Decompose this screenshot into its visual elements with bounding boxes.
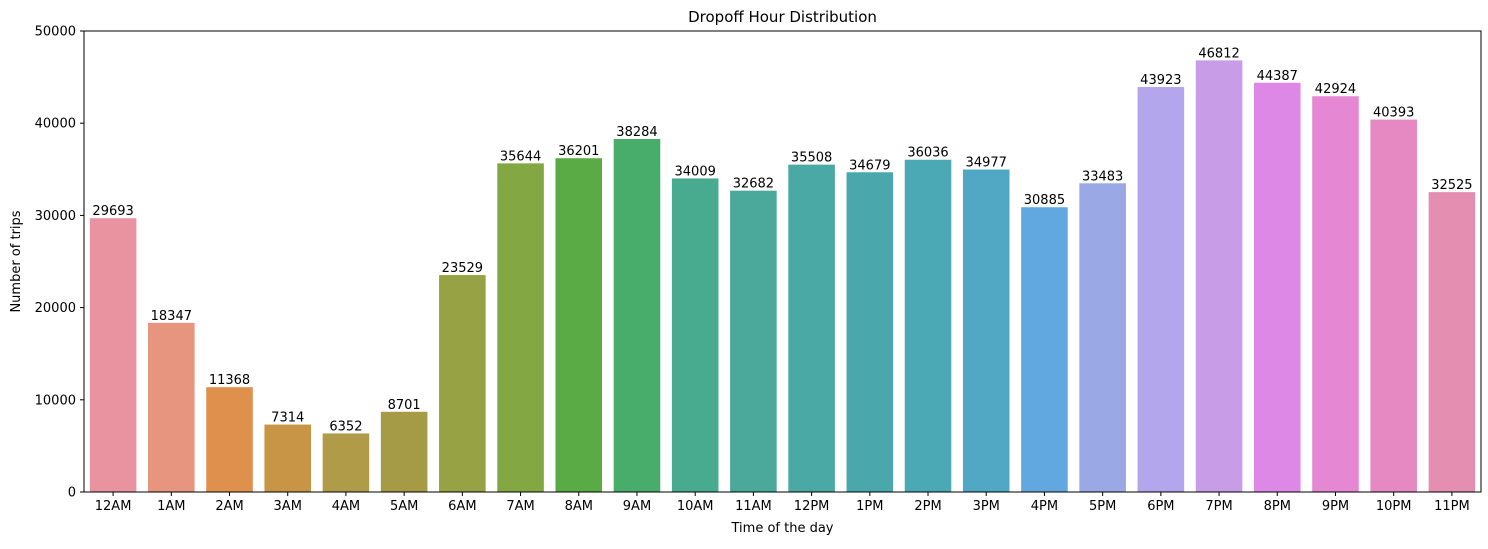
- bar-4pm: [1021, 207, 1068, 492]
- bar-value-label: 29693: [92, 204, 133, 219]
- x-tick-label: 12AM: [95, 499, 132, 514]
- bar-value-label: 46812: [1198, 46, 1239, 61]
- bar-value-label: 11368: [209, 373, 250, 388]
- bar-value-label: 34679: [849, 158, 890, 173]
- y-axis: 0 10000 20000 30000 40000 50000: [35, 25, 84, 501]
- y-tick-label: 10000: [35, 393, 76, 408]
- bar-8pm: [1253, 82, 1301, 492]
- bar-labels-group: 29693 18347 11368 7314 6352 8701 23529 35644 362…: [92, 46, 1472, 434]
- bar-10pm: [1370, 119, 1417, 492]
- bar-1pm: [846, 172, 894, 492]
- x-axis: 12AM 1AM 2AM 3AM 4AM 5AM 6AM 7AM 8AM 9AM 10AM 11AM 1…: [95, 492, 1470, 514]
- bar-value-label: 23529: [442, 261, 483, 276]
- x-tick-label: 7PM: [1205, 499, 1232, 514]
- x-axis-title: Time of the day: [731, 521, 834, 536]
- x-tick-label: 3PM: [973, 499, 1000, 514]
- x-tick-label: 11PM: [1434, 499, 1470, 514]
- bar-value-label: 44387: [1257, 69, 1298, 84]
- bars-group: [89, 60, 1476, 493]
- bar-9am: [613, 139, 661, 492]
- bar-value-label: 35644: [500, 149, 541, 164]
- bar-value-label: 34009: [675, 164, 716, 179]
- bar-value-label: 40393: [1373, 106, 1414, 121]
- bar-11pm: [1428, 192, 1476, 492]
- bar-value-label: 38284: [616, 125, 657, 140]
- x-tick-label: 11AM: [735, 499, 772, 514]
- bar-2pm: [904, 159, 952, 492]
- x-tick-label: 8AM: [565, 499, 593, 514]
- x-tick-label: 7AM: [506, 499, 534, 514]
- bar-3am: [264, 424, 312, 492]
- x-tick-label: 3AM: [274, 499, 302, 514]
- bar-value-label: 32525: [1431, 178, 1472, 193]
- x-tick-label: 9PM: [1322, 499, 1349, 514]
- x-tick-label: 10AM: [677, 499, 714, 514]
- bar-value-label: 18347: [151, 309, 192, 324]
- y-tick-label: 30000: [35, 209, 76, 224]
- y-tick-label: 20000: [35, 301, 76, 316]
- chart-title: Dropoff Hour Distribution: [688, 8, 877, 26]
- bar-value-label: 8701: [388, 398, 421, 413]
- bar-2am: [206, 387, 253, 492]
- bar-5pm: [1079, 183, 1126, 492]
- bar-7am: [497, 163, 544, 493]
- x-tick-label: 9AM: [623, 499, 651, 514]
- bar-value-label: 7314: [271, 411, 304, 426]
- bar-value-label: 34977: [966, 156, 1007, 171]
- x-tick-label: 8PM: [1264, 499, 1291, 514]
- x-tick-label: 1PM: [856, 499, 883, 514]
- bar-5am: [380, 411, 428, 492]
- x-tick-label: 2PM: [914, 499, 941, 514]
- bar-value-label: 6352: [329, 419, 362, 434]
- y-tick-label: 50000: [35, 25, 76, 40]
- bar-4am: [322, 433, 370, 492]
- bar-7pm: [1195, 60, 1243, 492]
- bar-8am: [555, 158, 603, 492]
- x-tick-label: 6AM: [448, 499, 476, 514]
- bar-10am: [671, 178, 719, 493]
- y-tick-label: 40000: [35, 117, 76, 132]
- bar-value-label: 43923: [1140, 73, 1181, 88]
- bar-1am: [148, 322, 195, 492]
- x-tick-label: 4AM: [332, 499, 360, 514]
- y-axis-title: Number of trips: [9, 210, 24, 312]
- x-tick-label: 1AM: [157, 499, 185, 514]
- bar-12pm: [788, 164, 835, 492]
- bar-3pm: [962, 169, 1010, 492]
- x-tick-label: 5AM: [390, 499, 418, 514]
- x-tick-label: 10PM: [1376, 499, 1412, 514]
- bar-11am: [730, 190, 777, 492]
- plot-frame: [83, 30, 1482, 493]
- y-tick-label: 0: [68, 486, 76, 501]
- bar-9pm: [1312, 96, 1359, 492]
- bar-value-label: 36036: [907, 146, 948, 161]
- x-tick-label: 2AM: [215, 499, 243, 514]
- x-tick-label: 5PM: [1089, 499, 1116, 514]
- bar-6pm: [1137, 87, 1185, 492]
- x-tick-label: 6PM: [1147, 499, 1174, 514]
- bar-value-label: 35508: [791, 151, 832, 166]
- bar-value-label: 30885: [1024, 193, 1065, 208]
- bar-6am: [439, 275, 486, 492]
- x-tick-label: 4PM: [1031, 499, 1058, 514]
- bar-12am: [89, 218, 137, 493]
- x-tick-label: 12PM: [794, 499, 830, 514]
- bar-value-label: 36201: [558, 144, 599, 159]
- bar-value-label: 42924: [1315, 82, 1356, 97]
- bar-value-label: 32682: [733, 177, 774, 192]
- bar-value-label: 33483: [1082, 169, 1123, 184]
